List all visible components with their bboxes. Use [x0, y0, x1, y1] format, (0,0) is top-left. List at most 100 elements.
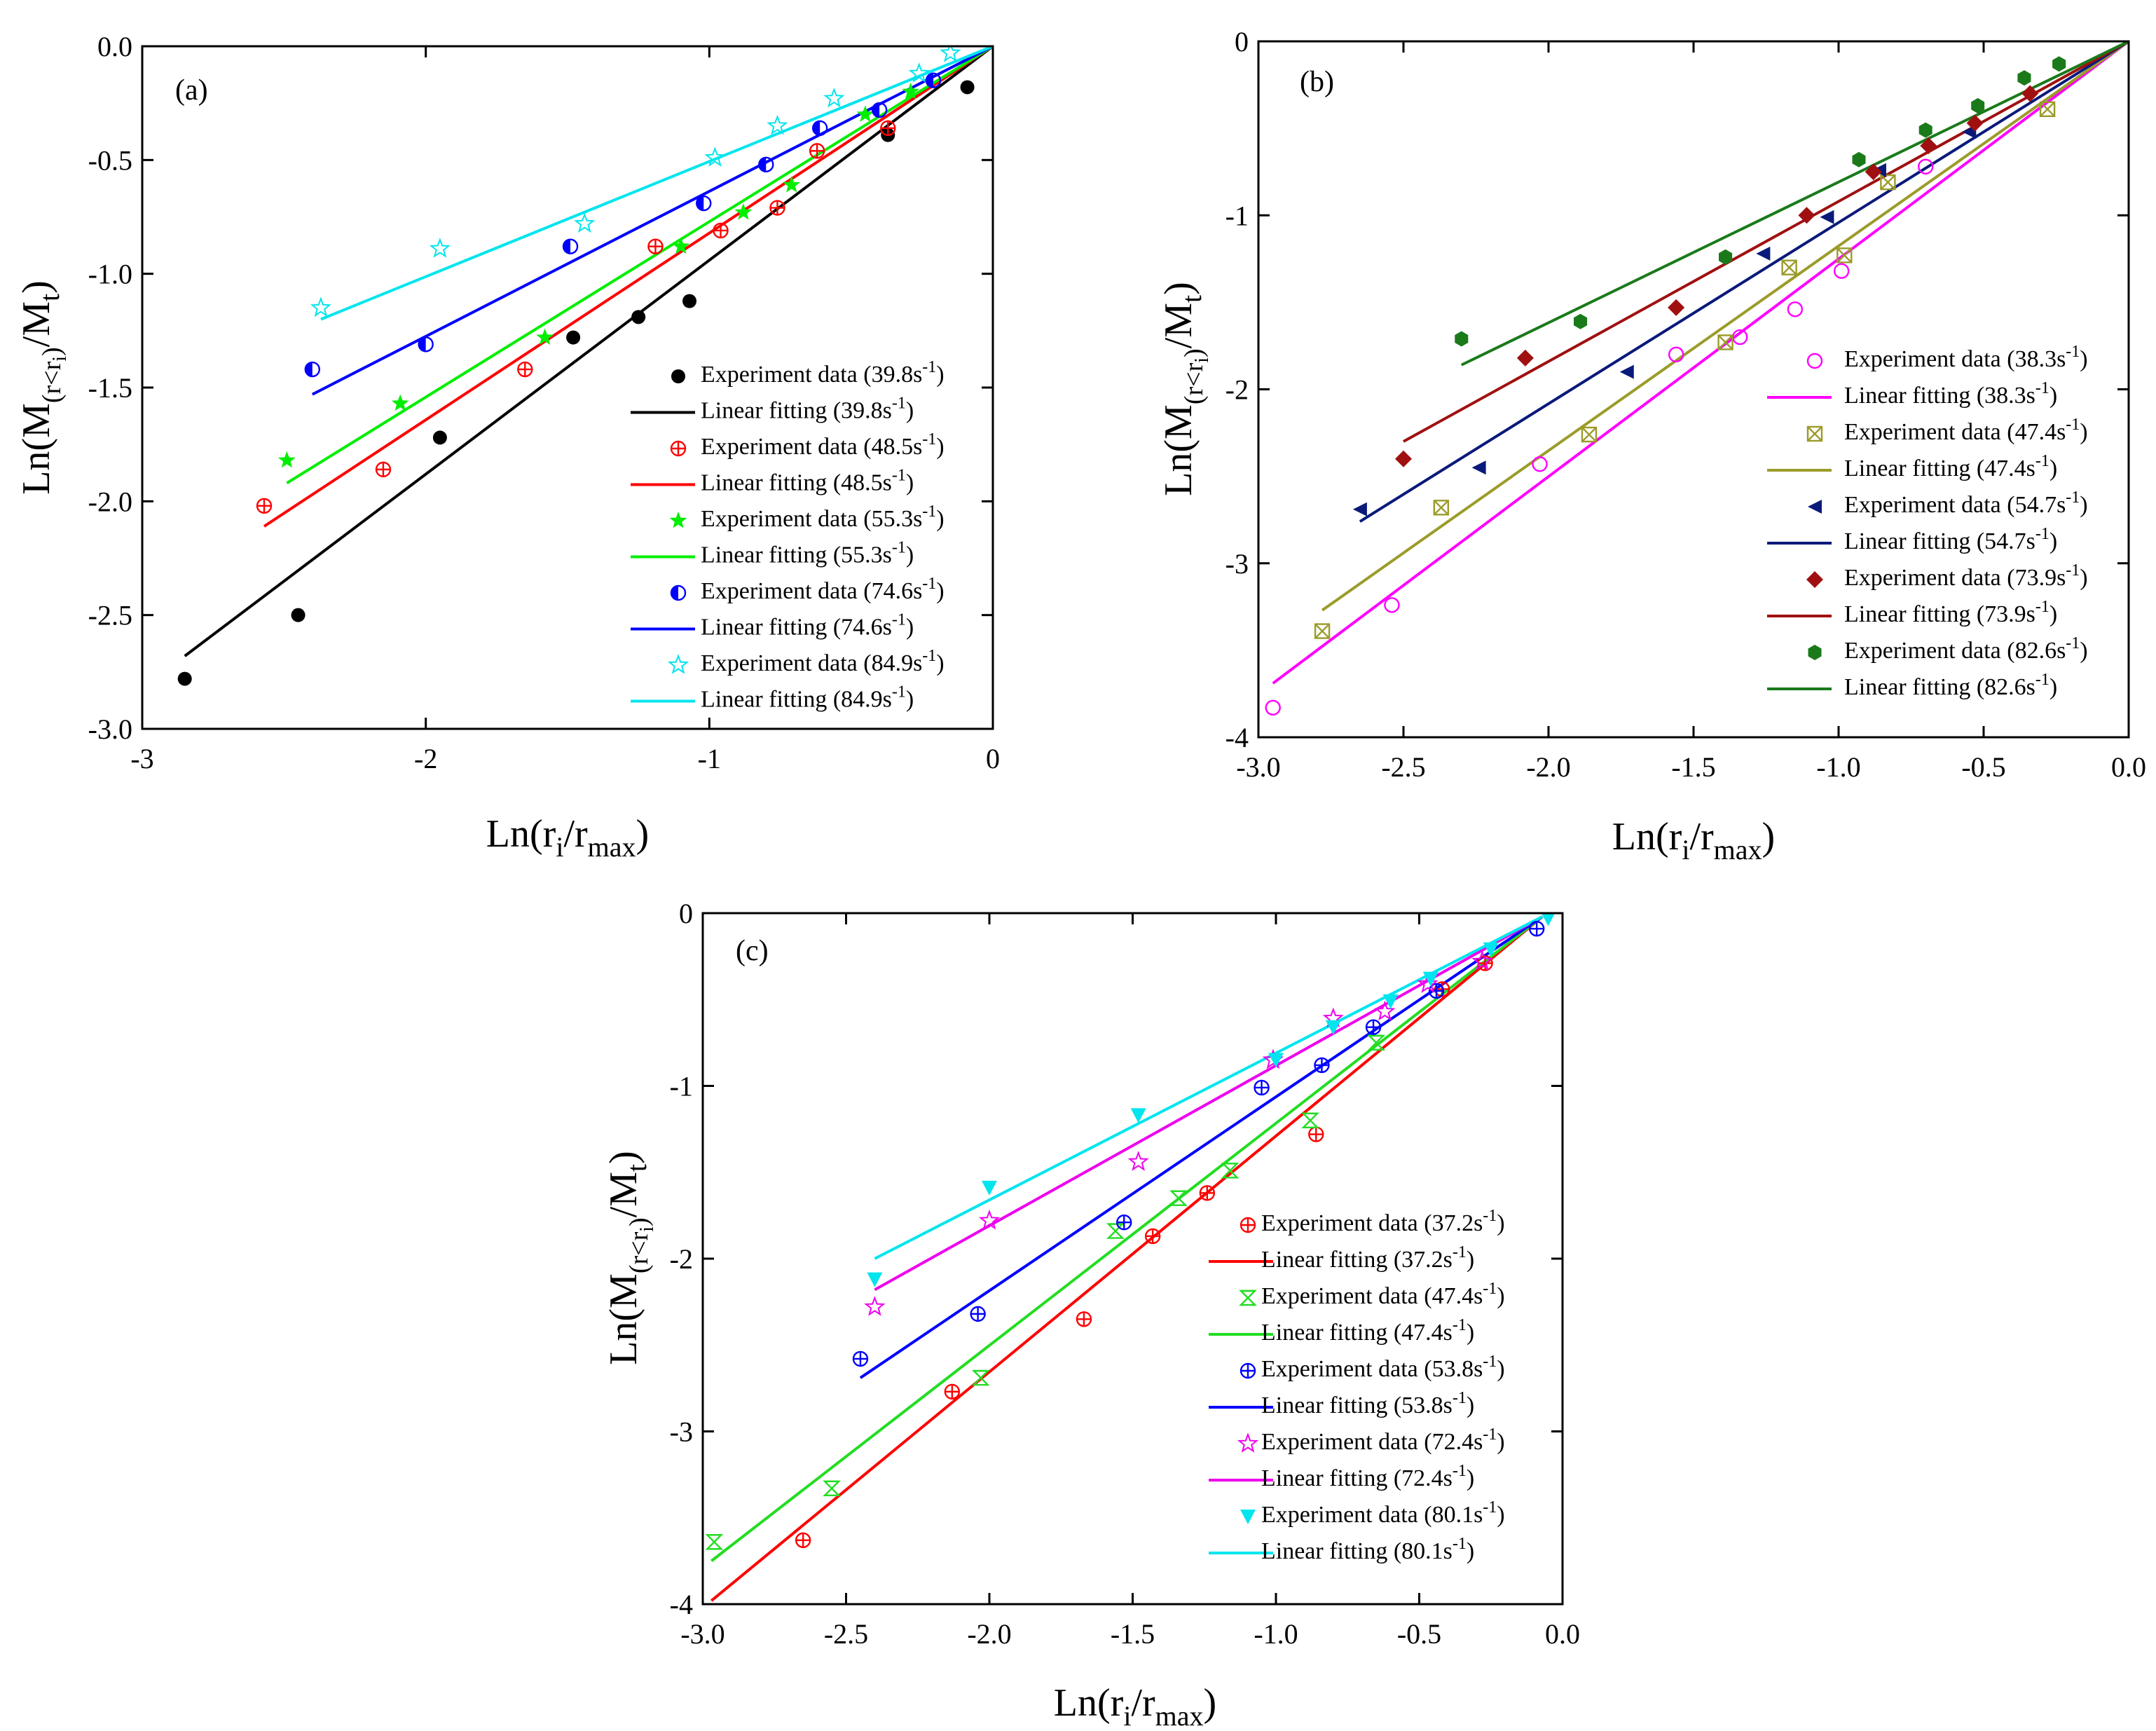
panel-c-point-37.2-1	[944, 1383, 961, 1400]
panel-c-point-47.4-0	[705, 1534, 724, 1550]
panel-a-y-tick-label: -0.5	[88, 144, 132, 176]
panel-b-point-73.9-7	[2021, 85, 2039, 102]
panel-c-legend-fitting-47.4: Linear fitting (47.4s-1)	[1261, 1316, 1474, 1346]
panel-b-point-38.3-6	[1833, 263, 1850, 279]
panel-b-point-47.4-1	[1433, 500, 1450, 516]
panel-a-point-48.5-1	[375, 461, 392, 478]
panel-a-point-39.8-0	[177, 671, 192, 686]
panel-c-point-80.1-2	[1130, 1108, 1146, 1123]
panel-a-label: (a)	[175, 74, 208, 107]
panel-b-point-47.4-4	[1781, 259, 1797, 275]
panel-a-legend: Experiment data (39.8s-1) Linear fitting …	[631, 358, 945, 712]
panel-b-fit-line-54.7	[1359, 41, 2129, 523]
panel-c-point-53.8-5	[1365, 1019, 1382, 1035]
panel-b-point-73.9-6	[1966, 114, 1984, 132]
panel-b-point-82.6-1	[1574, 313, 1588, 329]
panel-a-legend-experiment-39.8: Experiment data (39.8s-1)	[701, 358, 945, 388]
panel-a-point-74.6-6	[871, 102, 888, 118]
panel-b-point-73.9-1	[1516, 349, 1534, 367]
panel-c-point-47.4-5	[1221, 1163, 1240, 1179]
panel-c-legend-marker-53.8	[1240, 1362, 1256, 1379]
panel-b-label: (b)	[1300, 66, 1334, 98]
panel-a-legend-experiment-74.6: Experiment data (74.6s-1)	[701, 575, 945, 604]
panel-b-point-54.7-4	[1820, 210, 1834, 224]
panel-a-y-axis-title: Ln(M(r<ri)/Mt)	[15, 280, 71, 495]
panel-a-point-55.3-3	[672, 237, 690, 254]
panel-c-x-tick-label: 0.0	[1545, 1618, 1580, 1650]
panel-c-fit-line-53.8	[859, 915, 1544, 1379]
panel-c-legend-fitting-37.2: Linear fitting (37.2s-1)	[1261, 1243, 1474, 1273]
panel-c-x-tick-label: -2.0	[967, 1618, 1011, 1650]
panel-c-point-80.1-5	[1382, 994, 1399, 1009]
panel-a-y-tick-label: -3.0	[88, 713, 132, 745]
panel-b-point-38.3-5	[1787, 301, 1804, 317]
panel-a-point-48.5-5	[769, 200, 785, 216]
panel-a-legend-fitting-84.9: Linear fitting (84.9s-1)	[701, 683, 914, 712]
panel-b-legend-marker-82.6	[1808, 645, 1822, 660]
panel-c-point-37.2-2	[1076, 1311, 1092, 1327]
panel-a-point-74.6-7	[925, 72, 942, 88]
panel-b-legend-marker-38.3	[1806, 353, 1823, 369]
panel-a-point-48.5-4	[713, 222, 729, 239]
panel-c-x-tick-label: -1.5	[1111, 1618, 1155, 1650]
panel-a-x-tick-label: -2	[414, 743, 437, 774]
panel-b-point-38.3-7	[1917, 158, 1934, 175]
panel-c-point-47.4-3	[1106, 1223, 1125, 1239]
panel-a-point-84.9-1	[429, 238, 451, 258]
panel-b-point-38.3-3	[1668, 346, 1684, 363]
panel-c-legend-fitting-47.4-rate: 47.4	[1401, 1320, 1443, 1346]
panel-a-fit-line-74.6	[311, 46, 993, 396]
panel-c-legend-experiment-47.4: Experiment data (47.4s-1)	[1261, 1280, 1505, 1309]
panel-c-y-axis-title: Ln(M(r<ri)/Mt)	[602, 1151, 658, 1365]
panel-a-legend-experiment-39.8-rate: 39.8	[872, 362, 914, 388]
panel-b-point-82.6-7	[2052, 56, 2066, 72]
panel-a-point-48.5-3	[647, 238, 664, 254]
panel-a-legend-experiment-74.6-rate: 74.6	[872, 578, 914, 604]
panel-b-legend-fitting-54.7: Linear fitting (54.7s-1)	[1844, 525, 2057, 554]
panel-a-point-48.5-0	[256, 498, 273, 514]
panel-b-fit-line-82.6	[1460, 41, 2129, 367]
panel-a-point-74.6-4	[758, 156, 774, 173]
panel-c-point-47.4-2	[971, 1369, 990, 1386]
panel-b-legend-experiment-38.3-rate: 38.3	[2015, 346, 2057, 372]
panel-a-x-ticks: -3 -2 -1 0	[130, 46, 1000, 774]
panel-b-x-tick-label: 0.0	[2111, 751, 2146, 783]
panel-b-x-tick-label: -0.5	[1961, 751, 2005, 783]
panel-b-fit-line-47.4	[1321, 41, 2129, 612]
panel-a-y-ticks: 0.0 -0.5 -1.0 -1.5 -2.0 -2.5 -3.0	[88, 31, 993, 745]
panel-c-fit-line-80.1	[874, 915, 1544, 1260]
panel-a-point-84.9-6	[908, 62, 930, 83]
panel-a-legend-fitting-55.3: Linear fitting (55.3s-1)	[701, 538, 914, 568]
panel-a-x-tick-label: 0	[986, 743, 1000, 774]
panel-a-fit-line-84.9	[320, 46, 993, 321]
panel-a-legend-experiment-84.9-rate: 84.9	[872, 650, 914, 676]
panel-c-point-72.4-0	[864, 1296, 886, 1316]
panel-b-legend-experiment-73.9-rate: 73.9	[2015, 565, 2057, 591]
panel-a-legend-marker-39.8	[671, 369, 685, 383]
panel-c-fit-line-47.4	[710, 915, 1544, 1562]
panel-b-y-tick-label: 0	[1235, 26, 1249, 57]
panel-c-point-72.4-6	[1417, 973, 1439, 993]
panel-c-legend-fitting-72.4: Linear fitting (72.4s-1)	[1261, 1462, 1474, 1491]
panel-c-legend-experiment-37.2: Experiment data (37.2s-1)	[1261, 1207, 1505, 1236]
panel-c-x-ticks: -3.0 -2.5 -2.0 -1.5 -1.0 -0.5 0.0	[680, 913, 1580, 1650]
panel-c-point-47.4-7	[1367, 1034, 1386, 1051]
panel-a-point-55.3-6	[856, 105, 874, 122]
panel-c-x-tick-label: -0.5	[1397, 1618, 1441, 1650]
panel-c-x-tick-label: -2.5	[824, 1618, 868, 1650]
panel-b-legend-fitting-73.9: Linear fitting (73.9s-1)	[1844, 598, 2057, 627]
panel-a-legend-fitting-84.9-rate: 84.9	[841, 686, 883, 712]
panel-b-legend-experiment-38.3: Experiment data (38.3s-1)	[1844, 343, 2088, 372]
panel-c-x-tick-label: -1.0	[1254, 1618, 1298, 1650]
panel-c-legend-experiment-72.4-rate: 72.4	[1432, 1429, 1474, 1455]
panel-a-x-axis-title: Ln(ri/rmax)	[486, 812, 649, 863]
panel-b-legend-marker-73.9	[1806, 571, 1823, 588]
panel-c-legend-fitting-53.8: Linear fitting (53.8s-1)	[1261, 1389, 1474, 1418]
panel-c-legend-experiment-47.4-rate: 47.4	[1432, 1283, 1474, 1309]
panel-c-legend-fitting-72.4-rate: 72.4	[1401, 1465, 1443, 1491]
panel-c-legend: Experiment data (37.2s-1) Linear fitting …	[1209, 1207, 1505, 1564]
panel-b-point-47.4-0	[1314, 623, 1331, 639]
panel-c-legend-experiment-53.8-rate: 53.8	[1432, 1356, 1474, 1382]
panel-c-point-80.1-0	[867, 1272, 883, 1287]
panel-a-point-74.6-1	[418, 336, 434, 353]
